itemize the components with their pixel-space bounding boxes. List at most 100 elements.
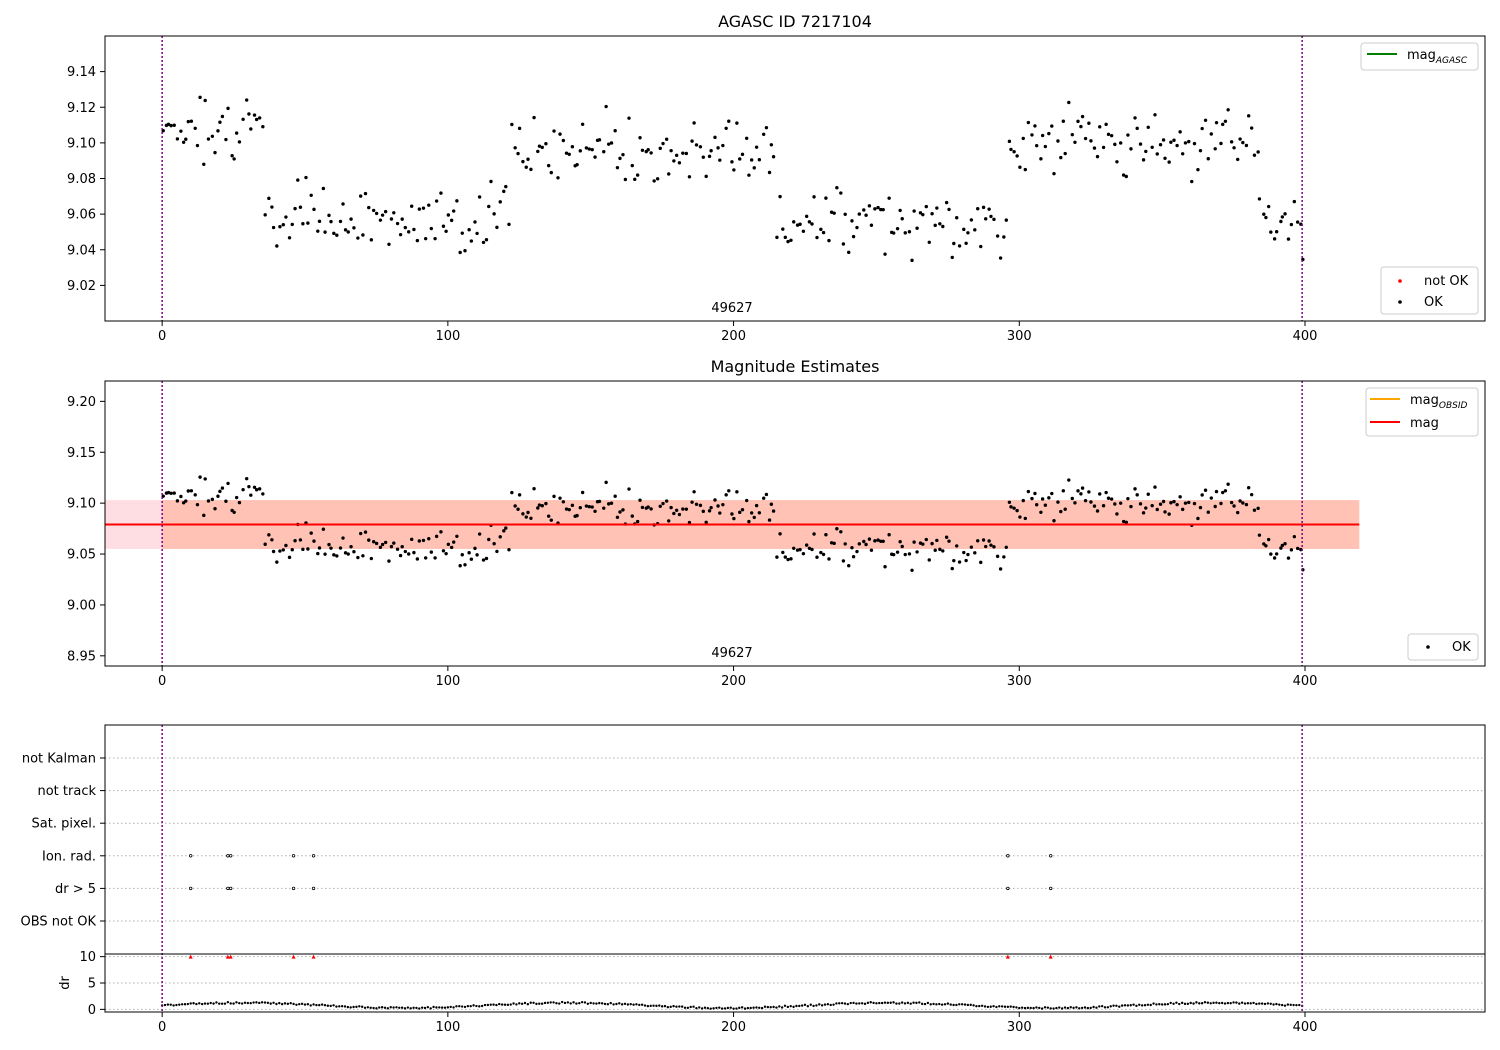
data-point-ok xyxy=(1161,499,1166,504)
dr-point xyxy=(1075,1006,1078,1009)
data-point-ok xyxy=(254,488,259,492)
data-point-ok xyxy=(938,547,942,552)
data-point-ok xyxy=(567,507,571,512)
data-point-ok xyxy=(912,209,916,213)
data-point-ok xyxy=(921,212,925,217)
data-point-ok xyxy=(321,527,326,531)
data-point-ok xyxy=(895,550,900,554)
dr-point xyxy=(509,1003,512,1006)
dr-point xyxy=(1023,1006,1027,1010)
data-point-ok xyxy=(392,211,396,215)
data-point-ok xyxy=(481,240,486,245)
data-point-ok xyxy=(241,487,245,492)
data-point-ok xyxy=(358,531,363,536)
dr-point xyxy=(723,1007,727,1010)
dr-point xyxy=(420,1006,424,1009)
data-point-ok xyxy=(618,510,622,514)
data-point-ok xyxy=(930,212,934,216)
data-point-ok xyxy=(296,178,300,182)
dr-point xyxy=(552,1001,555,1004)
dr-point xyxy=(535,1002,538,1006)
dr-point xyxy=(318,1003,321,1007)
data-point-ok xyxy=(220,114,225,119)
dr-point xyxy=(966,1003,970,1007)
dr-point xyxy=(1169,1001,1172,1005)
data-point-ok xyxy=(1266,204,1271,209)
data-point-ok xyxy=(1295,220,1300,224)
data-point-ok xyxy=(1141,158,1146,162)
flag-point xyxy=(1049,886,1053,891)
dr-point xyxy=(832,1003,835,1006)
flag-label: Ion. rad. xyxy=(42,849,96,864)
dr-point xyxy=(526,1003,530,1006)
dr-point xyxy=(583,1001,587,1004)
data-point-ok xyxy=(1235,157,1240,162)
legend-label-ok: OK xyxy=(1424,295,1443,310)
dr-point xyxy=(1249,1002,1252,1005)
data-point-ok xyxy=(1080,486,1085,490)
data-point-ok xyxy=(869,548,874,552)
dr-point xyxy=(589,1001,592,1005)
data-point-ok xyxy=(578,149,582,153)
dr-point xyxy=(852,1001,855,1005)
data-point-ok xyxy=(1158,143,1163,147)
data-point-ok xyxy=(786,239,790,244)
data-point-ok xyxy=(1196,516,1200,521)
dr-point xyxy=(586,1002,590,1005)
data-point-ok xyxy=(1033,124,1037,128)
data-point-ok xyxy=(1163,156,1167,160)
data-point-ok xyxy=(1115,512,1119,516)
data-point-ok xyxy=(1289,548,1294,552)
data-point-ok xyxy=(602,506,606,510)
legend-marker-ok xyxy=(1398,300,1402,304)
data-point-ok xyxy=(1087,121,1091,125)
dr-point xyxy=(729,1006,732,1009)
dr-point xyxy=(880,1001,884,1005)
data-point-ok xyxy=(166,490,171,495)
dr-point xyxy=(1109,1005,1112,1008)
data-point-ok xyxy=(301,222,305,226)
data-point-ok xyxy=(415,557,420,561)
data-point-ok xyxy=(950,566,954,571)
data-point-ok xyxy=(270,538,274,542)
data-point-ok xyxy=(549,518,553,522)
data-point-ok xyxy=(338,546,343,550)
dr-point xyxy=(595,1002,598,1005)
data-point-ok xyxy=(900,544,904,549)
data-point-ok xyxy=(969,545,974,549)
data-point-ok xyxy=(495,225,499,230)
dr-point xyxy=(463,1005,467,1009)
dr-point xyxy=(1215,1001,1218,1004)
dr-point xyxy=(1015,1006,1018,1009)
dr-point xyxy=(555,1001,558,1005)
dr-point xyxy=(1292,1003,1295,1007)
data-point-ok xyxy=(341,202,345,206)
data-point-ok xyxy=(716,146,720,150)
data-point-ok xyxy=(363,191,368,196)
data-point-ok xyxy=(1033,491,1037,496)
data-point-ok xyxy=(707,509,712,513)
data-point-ok xyxy=(263,542,267,546)
dr-point xyxy=(580,1000,584,1004)
data-point-ok xyxy=(1095,509,1100,513)
dr-point xyxy=(663,1004,667,1008)
data-point-ok xyxy=(349,544,353,549)
data-point-ok xyxy=(895,226,900,231)
flag-label: not Kalman xyxy=(22,752,96,767)
data-point-ok xyxy=(807,546,812,550)
dr-point xyxy=(478,1005,481,1008)
dr-point xyxy=(163,1003,167,1007)
data-point-ok xyxy=(460,231,464,235)
dr-point xyxy=(789,1004,792,1008)
data-point-ok xyxy=(446,213,451,217)
dr-point xyxy=(303,1003,307,1006)
data-point-ok xyxy=(952,558,956,563)
dr-point xyxy=(529,1001,532,1004)
data-point-ok xyxy=(467,227,471,232)
data-point-ok xyxy=(270,205,274,209)
data-point-ok xyxy=(570,145,575,149)
data-point-ok xyxy=(1214,120,1219,125)
data-point-ok xyxy=(587,504,591,509)
data-point-ok xyxy=(1214,489,1219,494)
dr-point xyxy=(312,1003,315,1006)
